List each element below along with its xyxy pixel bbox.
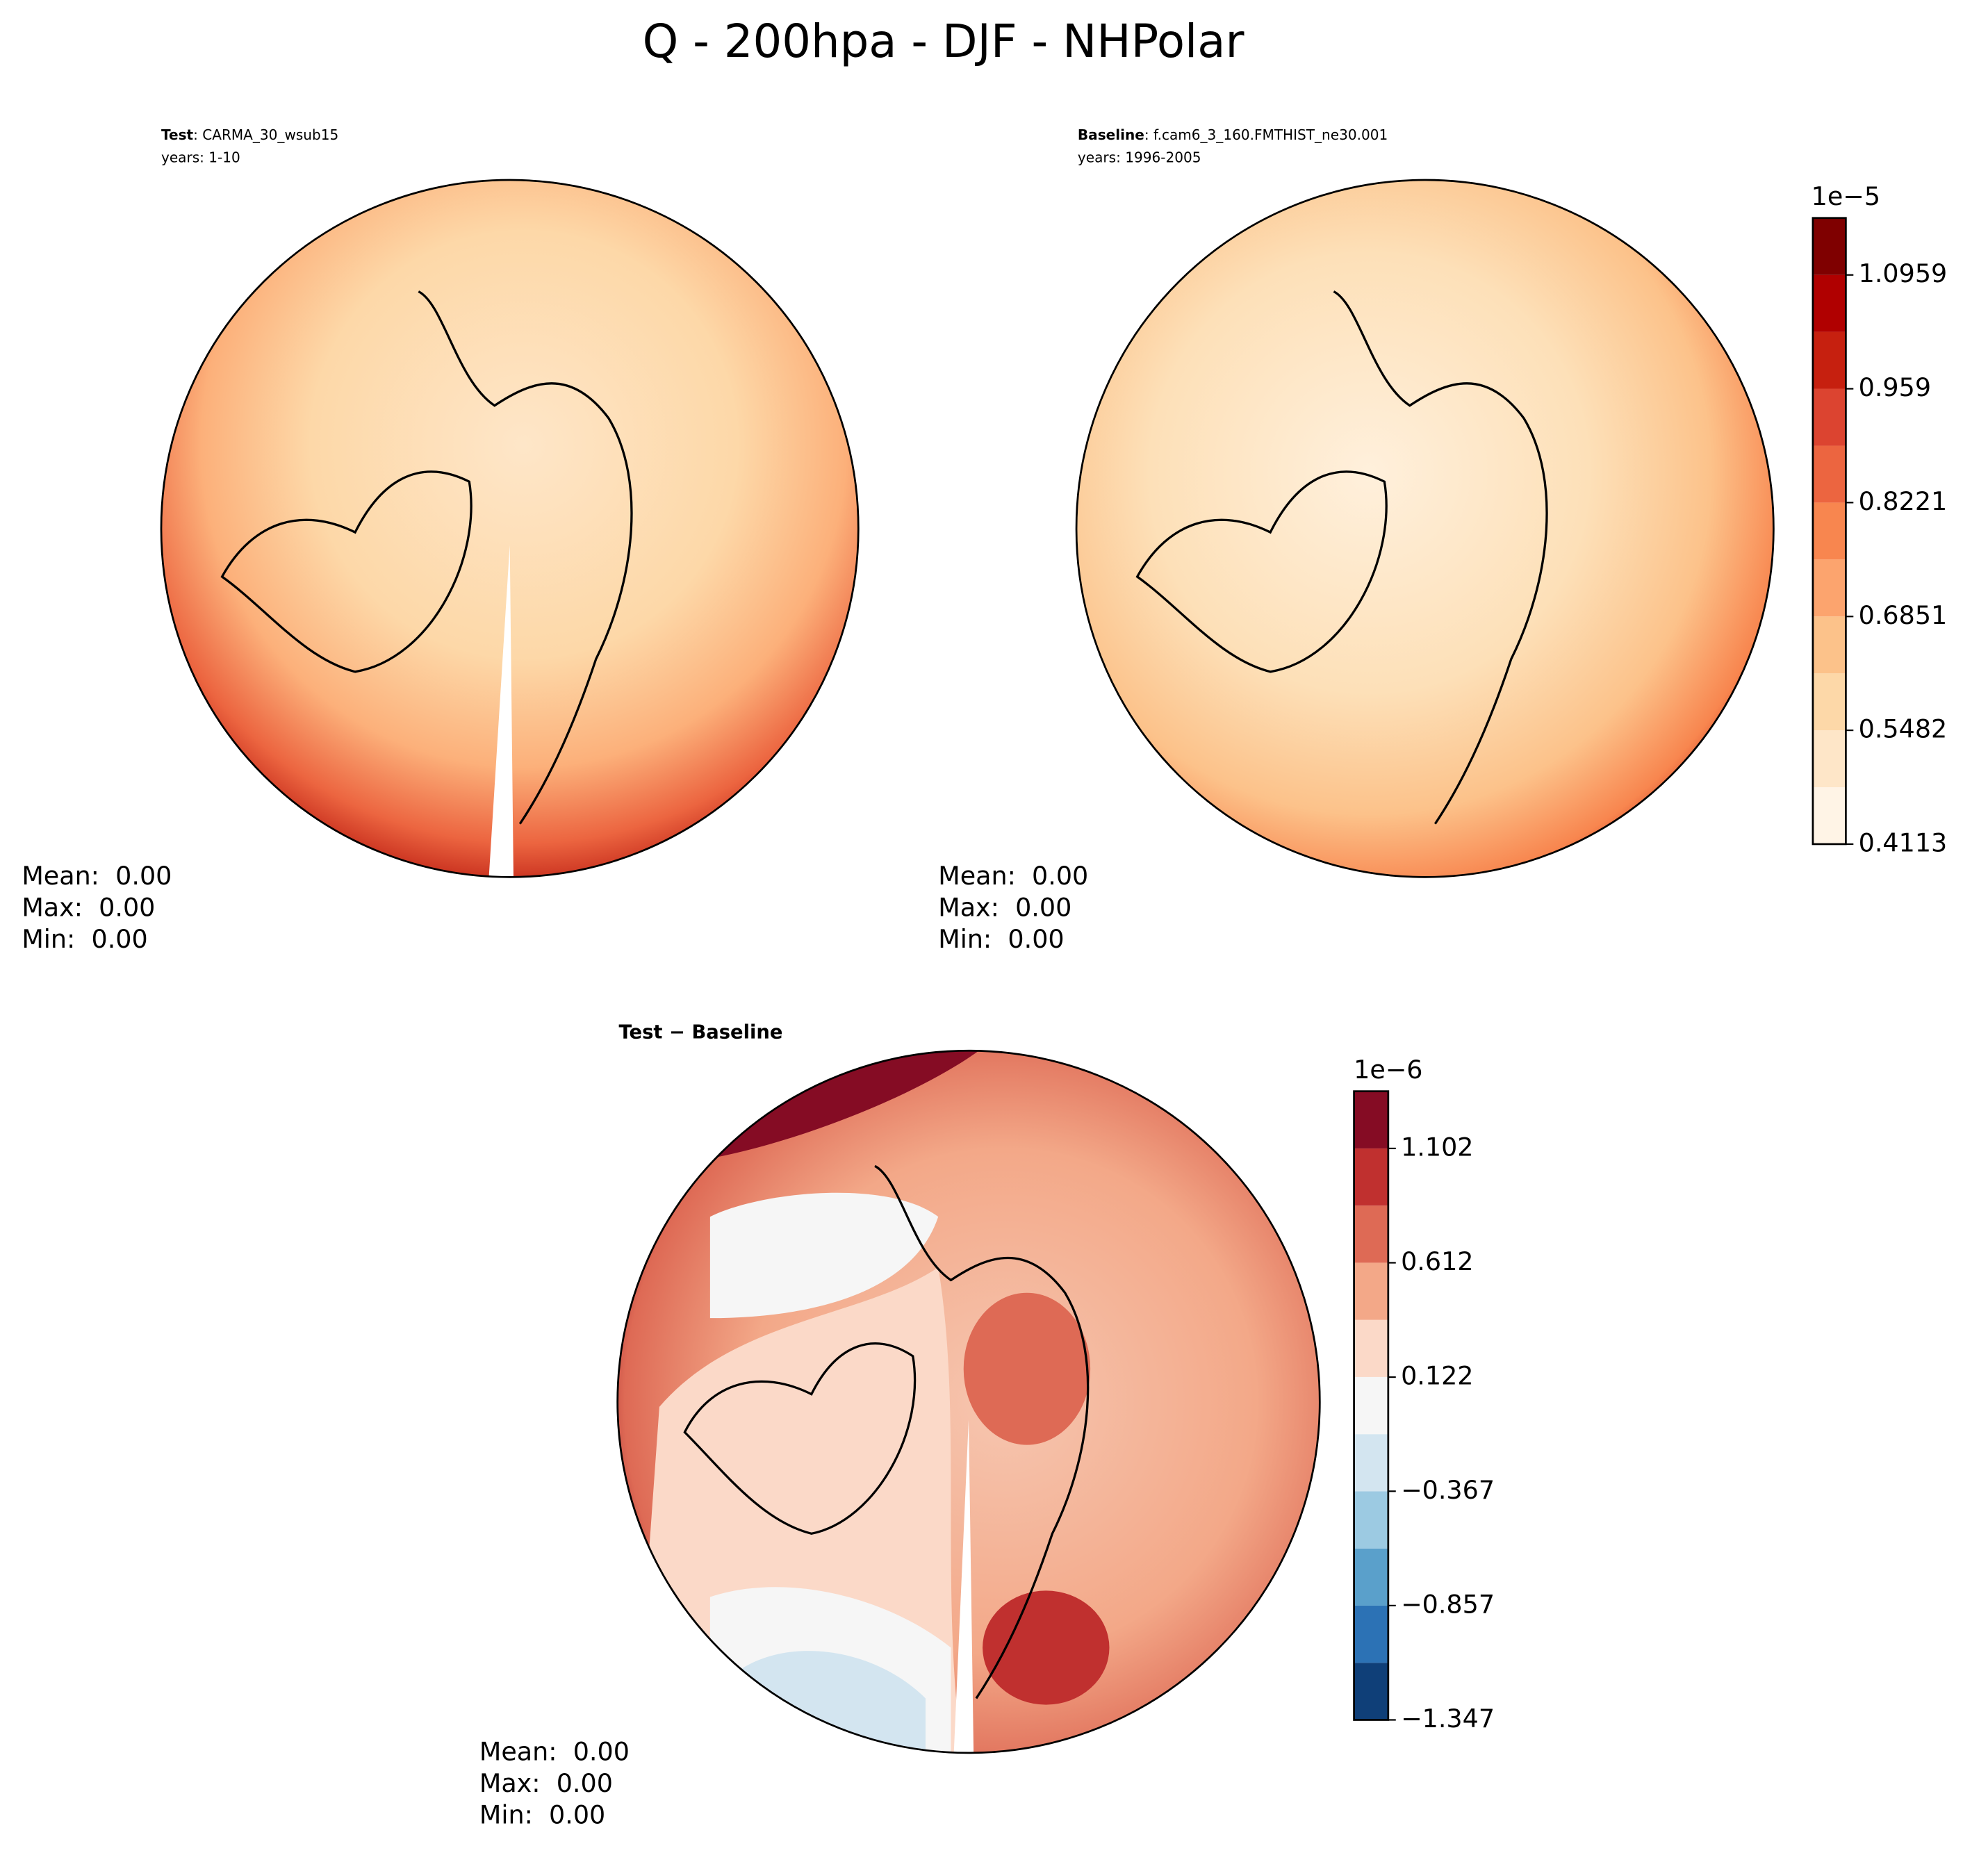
panel-label-bold: Test xyxy=(161,126,194,143)
years-label: years: 1996-2005 xyxy=(1078,149,1201,166)
coastline xyxy=(1135,290,1548,825)
colorbar-tick-label: −0.857 xyxy=(1401,1589,1495,1619)
stat-label: Mean: 0.00 xyxy=(938,861,1088,891)
panel-label: Test: CARMA_30_wsub15 xyxy=(161,126,338,143)
colorbar-frame xyxy=(1353,1090,1390,1721)
stat-label: Max: 0.00 xyxy=(22,892,155,922)
colorbar-band xyxy=(1354,1605,1388,1663)
colorbar-offset: 1e−6 xyxy=(1354,1055,1422,1085)
map-border xyxy=(1075,179,1775,878)
stat-label: Max: 0.00 xyxy=(479,1768,613,1798)
stat-label: Min: 0.00 xyxy=(479,1800,605,1830)
colorbar-band xyxy=(1354,1548,1388,1606)
stat-label: Mean: 0.00 xyxy=(479,1736,630,1766)
colorbar-band xyxy=(1812,730,1846,788)
colorbar-band xyxy=(1812,217,1846,275)
colorbar-band xyxy=(1812,502,1846,560)
coastline xyxy=(683,1164,1090,1699)
stat-label: Mean: 0.00 xyxy=(22,861,172,891)
colorbar-band xyxy=(1354,1205,1388,1263)
colorbar-tick-label: 0.959 xyxy=(1859,372,1931,402)
years-label: years: 1-10 xyxy=(161,149,240,166)
stat-label: Min: 0.00 xyxy=(938,924,1064,954)
colorbar-band xyxy=(1812,673,1846,731)
colorbar-tick-label: 0.612 xyxy=(1401,1246,1473,1276)
stat-label: Max: 0.00 xyxy=(938,892,1071,922)
panel-label: Baseline: f.cam6_3_160.FMTHIST_ne30.001 xyxy=(1078,126,1388,143)
missing-wedge xyxy=(488,545,514,878)
colorbar-frame xyxy=(1812,217,1847,846)
map-panel xyxy=(160,179,860,878)
colorbar-tick-label: 0.4113 xyxy=(1859,827,1948,857)
colorbar-band xyxy=(1354,1376,1388,1435)
colorbar-band xyxy=(1354,1091,1388,1148)
colorbar-tick-label: 1.0959 xyxy=(1859,258,1948,288)
colorbar-tick-label: 0.8221 xyxy=(1859,486,1948,516)
colorbar-band xyxy=(1354,1663,1388,1720)
colorbar-offset: 1e−5 xyxy=(1812,181,1880,211)
stat-label: Min: 0.00 xyxy=(22,924,147,954)
coastline xyxy=(220,290,633,825)
map-panel xyxy=(1075,179,1775,878)
colorbar-band xyxy=(1354,1491,1388,1549)
colorbar-tick-label: 0.6851 xyxy=(1859,600,1948,630)
colorbar-band xyxy=(1812,559,1846,617)
colorbar-tick-label: −1.347 xyxy=(1401,1704,1495,1733)
colorbar-band xyxy=(1354,1262,1388,1320)
panel-label-bold: Test − Baseline xyxy=(619,1021,783,1043)
colorbar-band xyxy=(1812,331,1846,389)
colorbar-tick-label: −0.367 xyxy=(1401,1475,1495,1505)
colorbar-tick-label: 0.5482 xyxy=(1859,714,1948,744)
colorbar-tick-label: 1.102 xyxy=(1401,1132,1473,1162)
colorbar-band xyxy=(1354,1319,1388,1377)
map-field xyxy=(1076,180,1774,878)
colorbar-band xyxy=(1812,274,1846,332)
colorbar-band xyxy=(1354,1434,1388,1492)
figure-title: Q - 200hpa - DJF - NHPolar xyxy=(643,15,1244,68)
map-field xyxy=(161,180,859,878)
colorbar-tick-label: 0.122 xyxy=(1401,1361,1473,1391)
colorbar-band xyxy=(1812,616,1846,674)
panel-label: Test − Baseline xyxy=(619,1021,783,1043)
colorbar-band xyxy=(1812,445,1846,503)
map-border xyxy=(160,179,860,878)
map-panel xyxy=(616,1049,1321,1754)
case-name: : CARMA_30_wsub15 xyxy=(193,126,338,143)
map-border xyxy=(616,1049,1321,1754)
case-name: : f.cam6_3_160.FMTHIST_ne30.001 xyxy=(1144,126,1388,143)
panel-label-bold: Baseline xyxy=(1078,126,1144,143)
colorbar-band xyxy=(1354,1148,1388,1206)
colorbar-band xyxy=(1812,787,1846,844)
colorbar-band xyxy=(1812,388,1846,446)
